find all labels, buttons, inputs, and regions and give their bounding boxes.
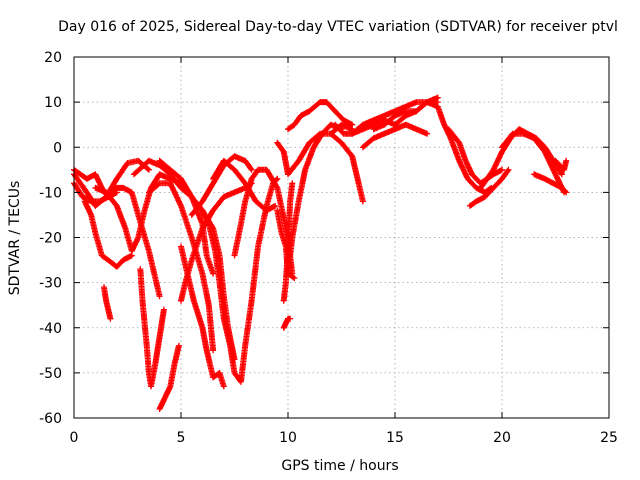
series-arc-27 (359, 121, 431, 151)
plus-marks (552, 157, 570, 173)
y-tick-label: 20 (44, 50, 62, 66)
plus-marks (499, 130, 568, 196)
series-arc-23 (285, 99, 356, 133)
y-axis-label: SDTVAR / TECUs (7, 181, 23, 296)
plus-marks (531, 171, 570, 196)
x-tick-label: 20 (493, 430, 511, 446)
y-tick-label: -10 (39, 185, 62, 201)
plus-marks (445, 126, 505, 187)
y-tick-label: -30 (39, 276, 62, 292)
y-tick-label: 0 (53, 140, 62, 156)
plus-marks (156, 342, 182, 412)
series-arc-13 (178, 243, 227, 390)
plus-marks (359, 121, 431, 151)
plus-marks (137, 266, 167, 390)
x-tick-label: 10 (279, 430, 297, 446)
plus-marks (101, 284, 114, 322)
x-tick-label: 0 (70, 430, 79, 446)
series-arc-20 (280, 315, 294, 331)
series-arc-35 (552, 157, 570, 173)
series-arc-06 (92, 171, 184, 254)
plus-marks (327, 130, 366, 205)
data-series (71, 94, 570, 412)
series-arc-15 (199, 175, 281, 385)
y-tick-label: -20 (39, 231, 62, 247)
series-arc-10 (156, 342, 182, 412)
series-arc-09 (145, 180, 217, 354)
axis-ticks: 0 5 10 15 20 25 -60 -50 -40 -30 -20 -10 0 10 20 (39, 50, 618, 446)
plus-marks (199, 175, 281, 385)
y-tick-label: -50 (39, 366, 62, 382)
series-arc-34 (531, 171, 570, 196)
series-arc-21 (285, 121, 345, 277)
series-arc-03 (81, 198, 135, 270)
plus-marks (280, 315, 294, 331)
series-arc-07 (137, 266, 167, 390)
series-arc-30 (445, 126, 505, 187)
y-tick-label: 10 (44, 95, 62, 111)
plus-marks (285, 99, 356, 133)
y-tick-label: -40 (39, 321, 62, 337)
plus-marks (145, 180, 217, 354)
x-tick-label: 25 (600, 430, 618, 446)
y-tick-label: -60 (39, 411, 62, 427)
chart-title: Day 016 of 2025, Sidereal Day-to-day VTE… (58, 19, 618, 35)
x-tick-label: 5 (177, 430, 186, 446)
series-arc-24 (327, 130, 366, 205)
plus-marks (178, 243, 227, 390)
plus-marks (81, 198, 135, 270)
plus-marks (92, 171, 184, 254)
series-arc-05 (101, 284, 114, 322)
series-arc-33 (499, 130, 568, 196)
x-axis-label: GPS time / hours (281, 458, 398, 474)
x-tick-label: 15 (386, 430, 404, 446)
series-arc-31 (466, 166, 512, 209)
plus-marks (466, 166, 512, 209)
plus-marks (285, 121, 345, 277)
